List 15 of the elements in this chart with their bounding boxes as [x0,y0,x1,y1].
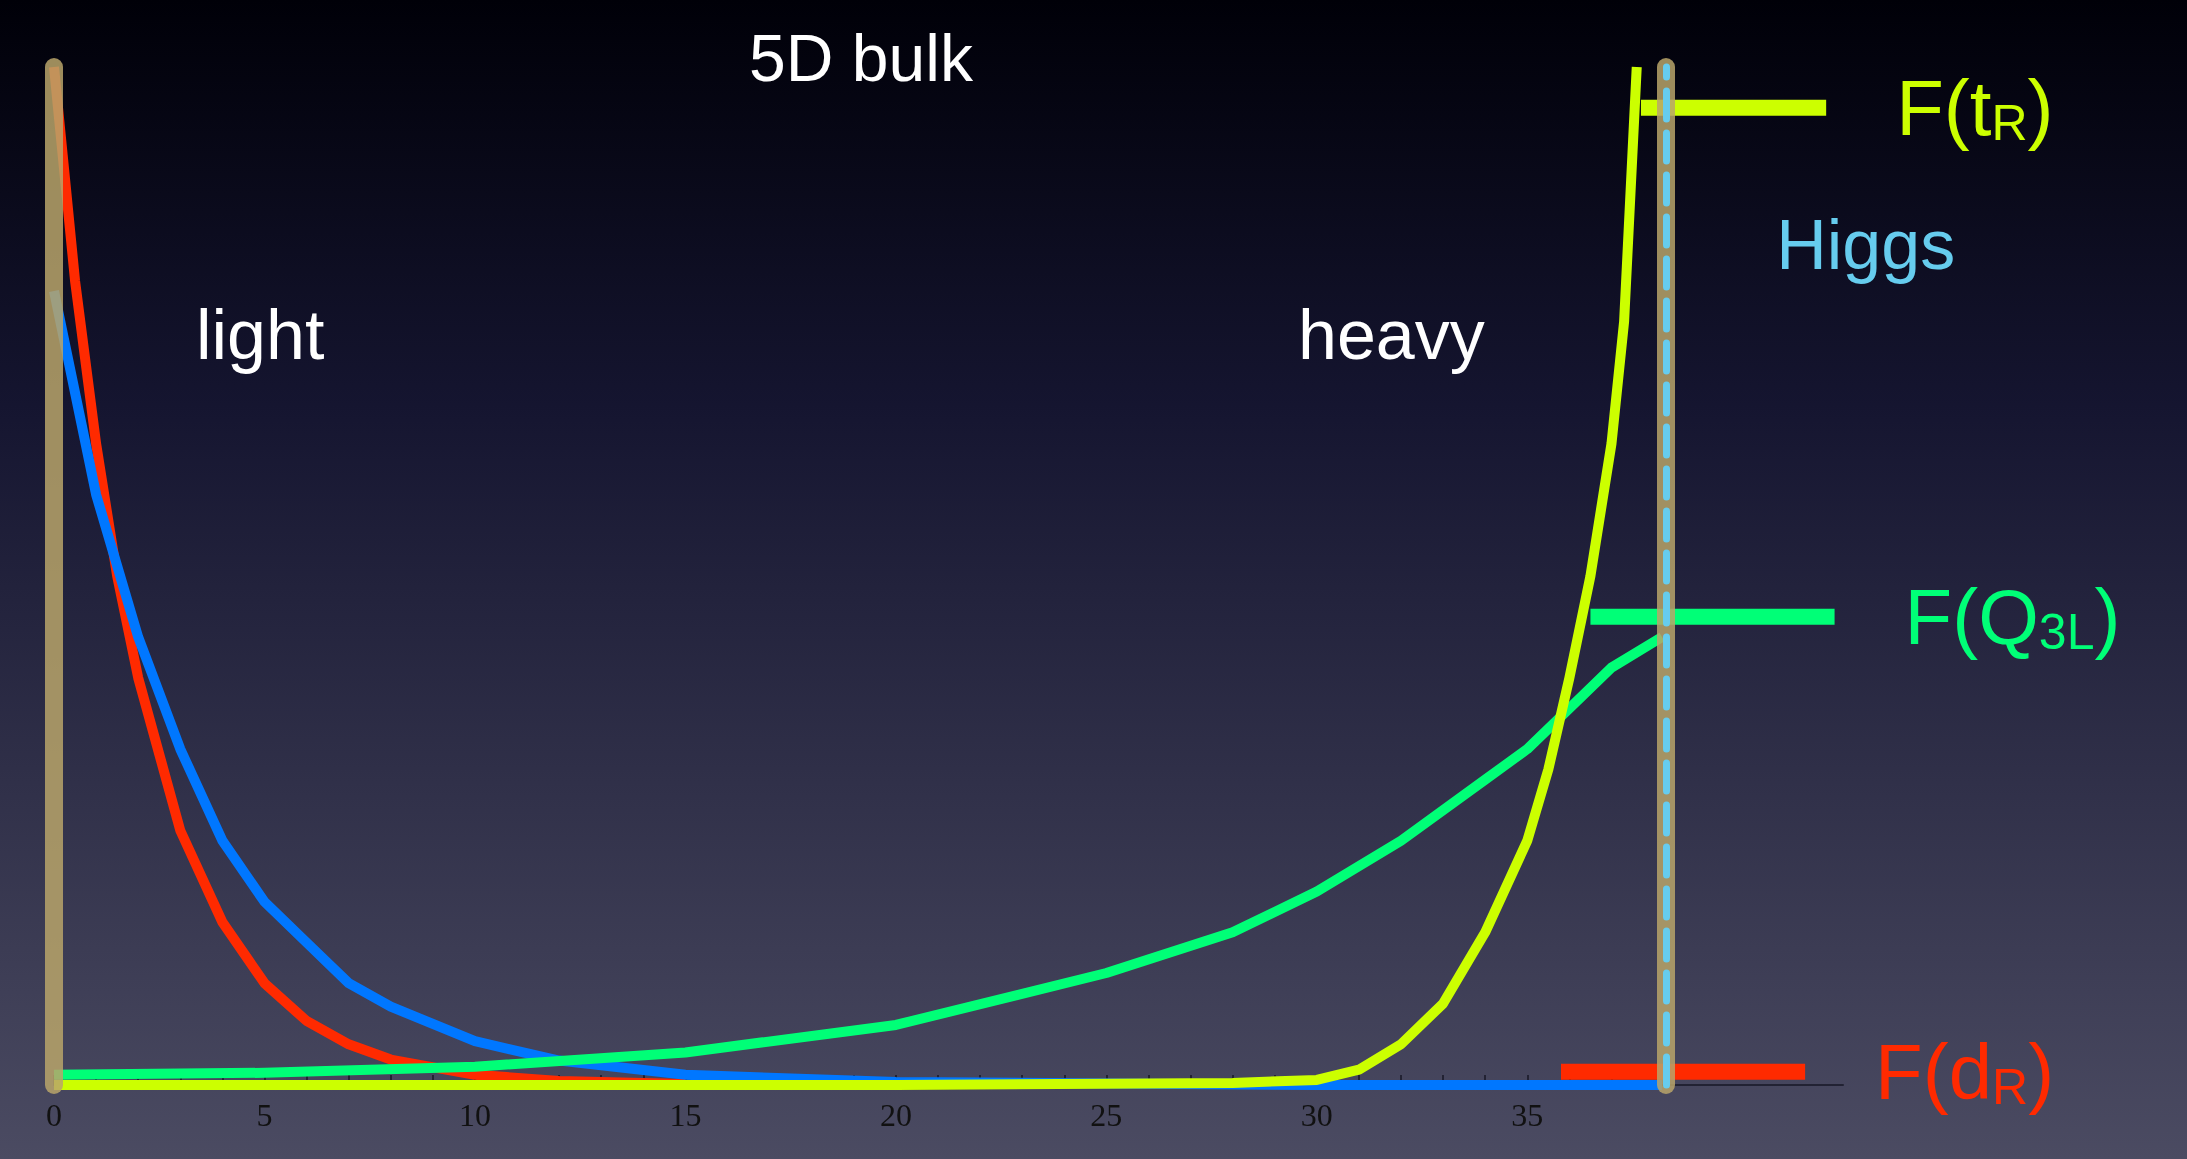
series-label: F(tR) [1896,63,2054,152]
x-tick-label: 0 [46,1097,62,1133]
x-tick-label: 15 [669,1097,702,1133]
series-label: F(dR) [1875,1027,2055,1116]
ref-line-label: Higgs [1776,206,1956,284]
x-tick-label: 30 [1300,1097,1333,1133]
annotation: light [196,296,325,374]
x-tick-label: 20 [879,1097,912,1133]
annotation: heavy [1298,296,1485,374]
x-tick-label: 10 [458,1097,491,1133]
x-tick-label: 5 [256,1097,273,1133]
series-label: F(Q3L) [1904,572,2121,661]
x-tick-label: 25 [1090,1097,1123,1133]
x-tick-label: 35 [1511,1097,1544,1133]
chart-title: 5D bulk [749,21,974,95]
